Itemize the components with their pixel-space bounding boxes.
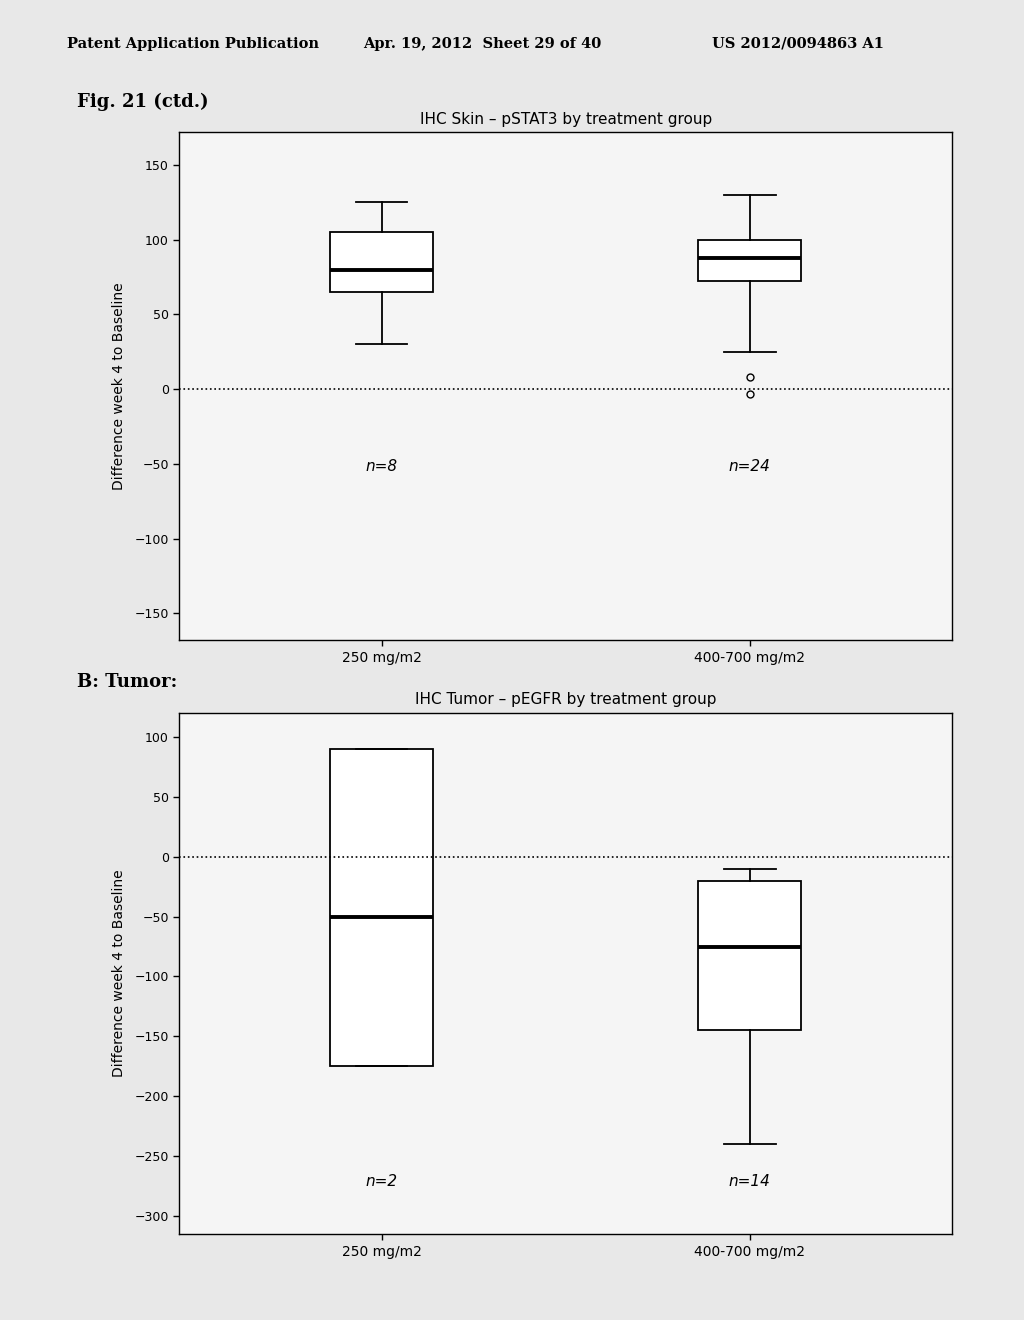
Text: Patent Application Publication: Patent Application Publication xyxy=(67,37,318,51)
Text: n=8: n=8 xyxy=(366,459,397,474)
Text: n=2: n=2 xyxy=(366,1175,397,1189)
PathPatch shape xyxy=(330,748,433,1067)
Title: IHC Tumor – pEGFR by treatment group: IHC Tumor – pEGFR by treatment group xyxy=(415,693,717,708)
Y-axis label: Difference week 4 to Baseline: Difference week 4 to Baseline xyxy=(112,870,126,1077)
PathPatch shape xyxy=(698,880,802,1031)
Title: IHC Skin – pSTAT3 by treatment group: IHC Skin – pSTAT3 by treatment group xyxy=(420,112,712,127)
Text: B: Tumor:: B: Tumor: xyxy=(77,673,177,692)
Y-axis label: Difference week 4 to Baseline: Difference week 4 to Baseline xyxy=(112,282,126,490)
Text: n=14: n=14 xyxy=(729,1175,771,1189)
Text: US 2012/0094863 A1: US 2012/0094863 A1 xyxy=(712,37,884,51)
Text: n=24: n=24 xyxy=(729,459,771,474)
PathPatch shape xyxy=(698,240,802,281)
Text: Apr. 19, 2012  Sheet 29 of 40: Apr. 19, 2012 Sheet 29 of 40 xyxy=(364,37,602,51)
PathPatch shape xyxy=(330,232,433,292)
Text: Fig. 21 (ctd.): Fig. 21 (ctd.) xyxy=(77,92,209,111)
